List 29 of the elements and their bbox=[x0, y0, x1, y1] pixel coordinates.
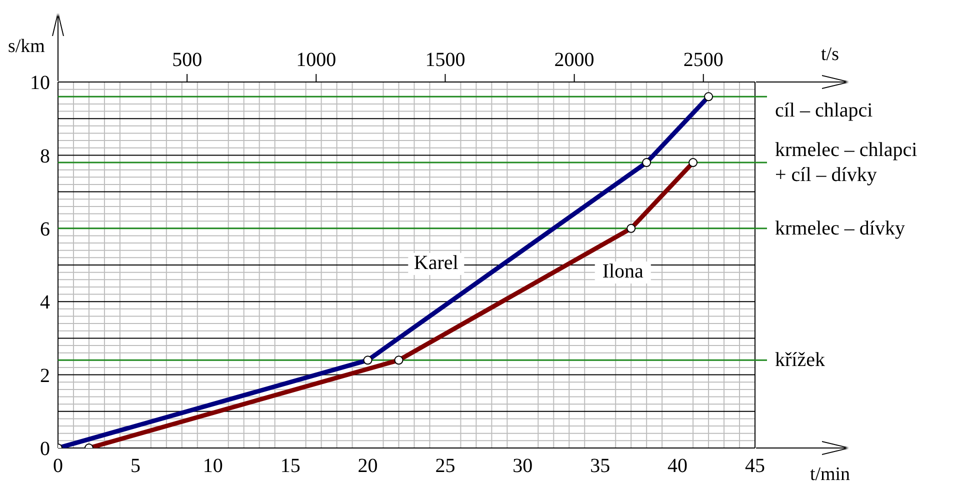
y-tick-label: 4 bbox=[40, 292, 50, 314]
x-tick-label: 15 bbox=[280, 455, 300, 478]
x-tick-label: 5 bbox=[130, 455, 140, 478]
ref-line-label: křížek bbox=[775, 349, 825, 372]
x-tick-label: 35 bbox=[590, 455, 610, 478]
y-tick-label: 8 bbox=[40, 145, 50, 168]
series-label: Karel bbox=[414, 252, 459, 274]
ref-line-label: krmelec – chlapci + cíl – dívky bbox=[775, 139, 918, 186]
y-tick-label: 6 bbox=[40, 218, 50, 240]
x-axis-title: t/min bbox=[810, 464, 851, 485]
x2-tick-label: 2500 bbox=[683, 49, 724, 71]
x-tick-label: 30 bbox=[512, 455, 533, 478]
x2-tick-label: 1500 bbox=[425, 49, 466, 71]
x2-axis-title: t/s bbox=[821, 44, 839, 65]
x-tick-label: 45 bbox=[745, 455, 765, 478]
x-tick-label: 40 bbox=[668, 455, 688, 478]
ref-line-label: krmelec – dívky bbox=[775, 217, 905, 240]
x2-tick-label: 1000 bbox=[296, 49, 336, 71]
x-tick-label: 20 bbox=[358, 455, 378, 478]
x2-tick-label: 500 bbox=[172, 49, 202, 71]
y-tick-label: 10 bbox=[30, 72, 50, 94]
x-tick-label: 10 bbox=[202, 455, 223, 478]
y-tick-label: 2 bbox=[40, 364, 50, 387]
y-tick-label: 0 bbox=[40, 438, 50, 460]
y-axis-title: s/km bbox=[8, 36, 46, 57]
ref-line-label: cíl – chlapci bbox=[775, 100, 874, 122]
series-label: Ilona bbox=[602, 260, 644, 283]
x2-tick-label: 2000 bbox=[554, 49, 594, 71]
x-tick-label: 25 bbox=[435, 455, 456, 478]
